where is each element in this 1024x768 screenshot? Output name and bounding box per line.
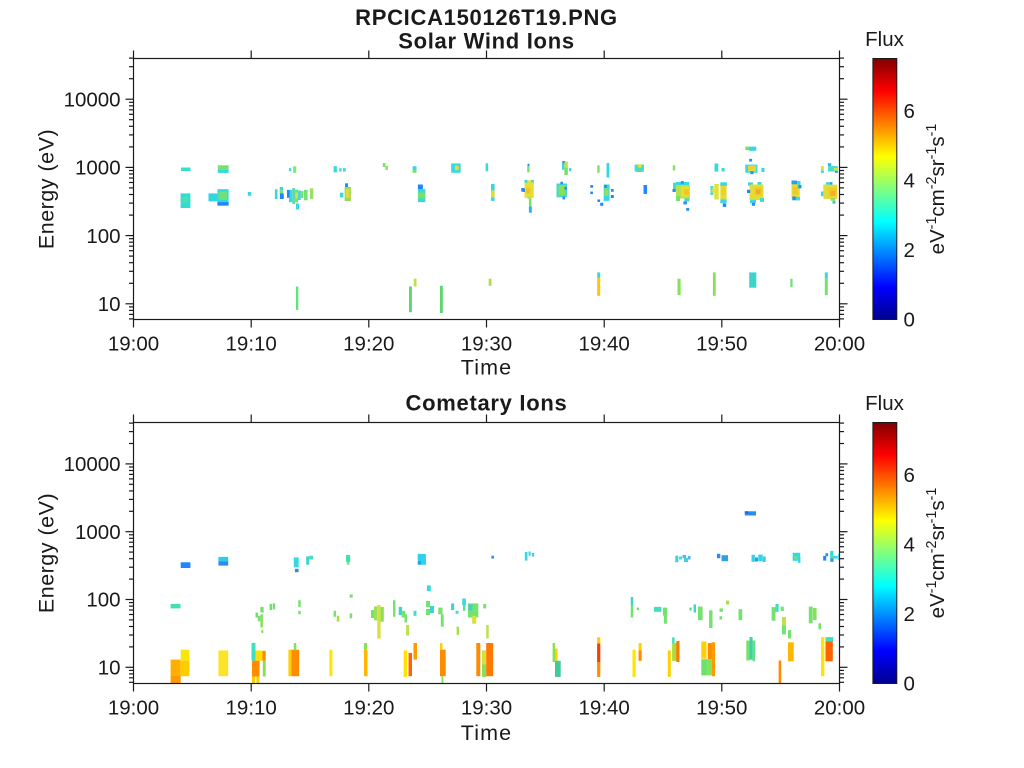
svg-text:19:50: 19:50 <box>696 696 747 719</box>
svg-text:10000: 10000 <box>64 453 121 476</box>
svg-text:Energy (eV): Energy (eV) <box>35 493 59 613</box>
svg-text:10000: 10000 <box>64 88 121 111</box>
svg-text:Time: Time <box>461 356 512 380</box>
svg-text:Time: Time <box>461 721 512 745</box>
svg-text:Solar Wind Ions: Solar Wind Ions <box>398 29 575 54</box>
svg-text:19:00: 19:00 <box>108 696 159 719</box>
svg-text:1000: 1000 <box>75 157 121 180</box>
svg-text:19:40: 19:40 <box>579 696 630 719</box>
svg-text:6: 6 <box>904 100 915 123</box>
svg-text:19:30: 19:30 <box>461 696 512 719</box>
svg-text:0: 0 <box>904 309 915 332</box>
svg-text:6: 6 <box>904 464 915 487</box>
svg-text:19:50: 19:50 <box>696 332 747 355</box>
svg-text:4: 4 <box>904 533 915 556</box>
svg-text:Flux: Flux <box>865 392 904 415</box>
svg-text:2: 2 <box>904 603 915 626</box>
svg-text:10: 10 <box>98 293 121 316</box>
svg-text:19:40: 19:40 <box>579 332 630 355</box>
svg-text:10: 10 <box>98 656 121 679</box>
svg-text:Cometary Ions: Cometary Ions <box>406 391 568 416</box>
svg-text:20:00: 20:00 <box>814 696 865 719</box>
svg-text:eV-1cm-2sr-1s-1: eV-1cm-2sr-1s-1 <box>924 124 949 255</box>
svg-text:19:20: 19:20 <box>343 696 394 719</box>
svg-text:19:10: 19:10 <box>226 332 277 355</box>
svg-text:100: 100 <box>86 589 120 612</box>
svg-text:20:00: 20:00 <box>814 332 865 355</box>
svg-text:19:10: 19:10 <box>226 696 277 719</box>
svg-text:19:00: 19:00 <box>108 332 159 355</box>
svg-text:19:20: 19:20 <box>343 332 394 355</box>
svg-text:0: 0 <box>904 673 915 696</box>
svg-text:2: 2 <box>904 239 915 262</box>
svg-text:1000: 1000 <box>75 521 121 544</box>
svg-text:19:30: 19:30 <box>461 332 512 355</box>
svg-text:4: 4 <box>904 169 915 192</box>
svg-text:100: 100 <box>86 225 120 248</box>
svg-text:Energy (eV): Energy (eV) <box>35 129 59 249</box>
svg-text:Flux: Flux <box>865 28 904 51</box>
svg-text:RPCICA150126T19.PNG: RPCICA150126T19.PNG <box>355 5 618 30</box>
